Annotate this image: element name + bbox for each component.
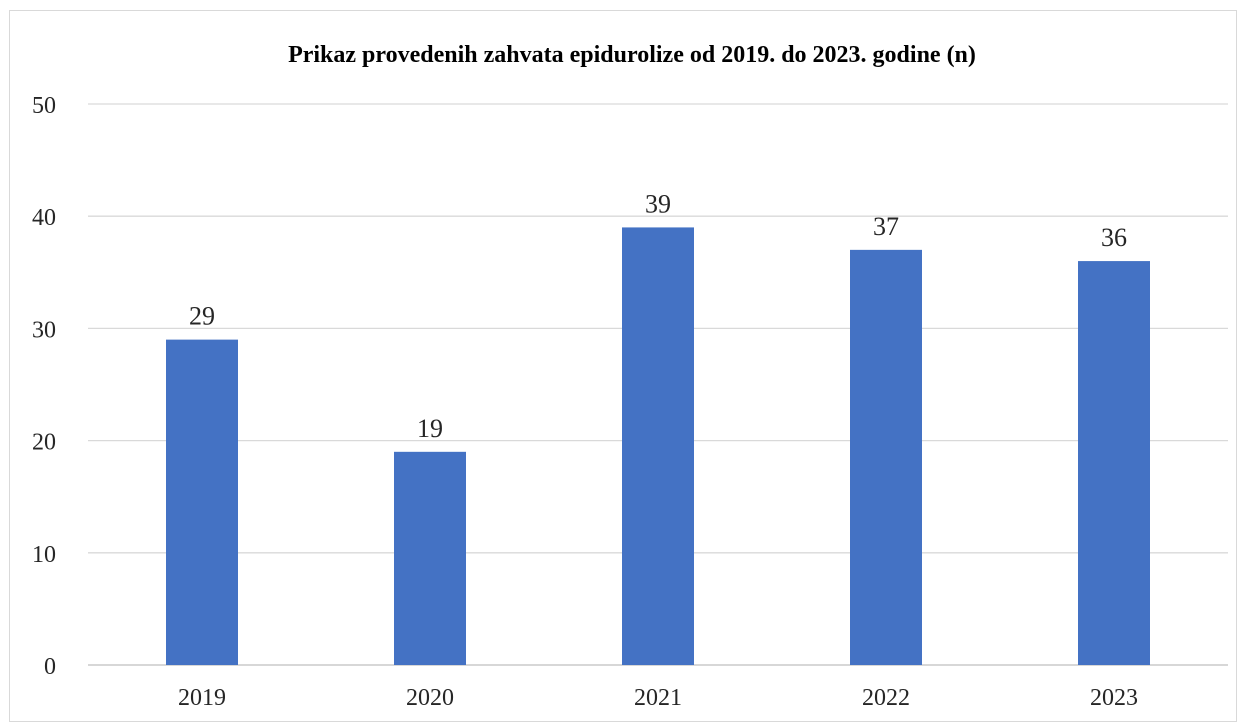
data-label: 19	[417, 414, 443, 443]
bar-2021	[622, 227, 694, 666]
bar-2022	[850, 249, 922, 666]
bar-2019	[166, 339, 238, 665]
bar-2020	[394, 451, 466, 665]
x-tick-label: 2023	[1090, 685, 1138, 711]
data-label: 39	[645, 189, 671, 218]
gridlines	[88, 103, 1228, 666]
chart-title: Prikaz provedenih zahvata epidurolize od…	[288, 42, 976, 68]
y-tick-label: 0	[44, 654, 56, 680]
data-label: 36	[1101, 223, 1127, 252]
data-label: 37	[873, 212, 899, 241]
bars	[166, 227, 1150, 666]
y-tick-label: 30	[32, 317, 56, 343]
x-axis-ticks: 2019 2020 2021 2022 2023	[178, 685, 1138, 711]
x-tick-label: 2020	[406, 685, 454, 711]
y-tick-label: 40	[32, 205, 56, 231]
y-tick-label: 10	[32, 542, 56, 568]
x-tick-label: 2019	[178, 685, 226, 711]
y-axis-ticks: 0 10 20 30 40 50	[32, 93, 56, 680]
x-tick-label: 2021	[634, 685, 682, 711]
bar-2023	[1078, 261, 1150, 665]
y-tick-label: 20	[32, 430, 56, 456]
y-tick-label: 50	[32, 93, 56, 119]
data-label: 29	[189, 302, 215, 331]
x-tick-label: 2022	[862, 685, 910, 711]
data-labels: 29 19 39 37 36	[189, 189, 1127, 442]
